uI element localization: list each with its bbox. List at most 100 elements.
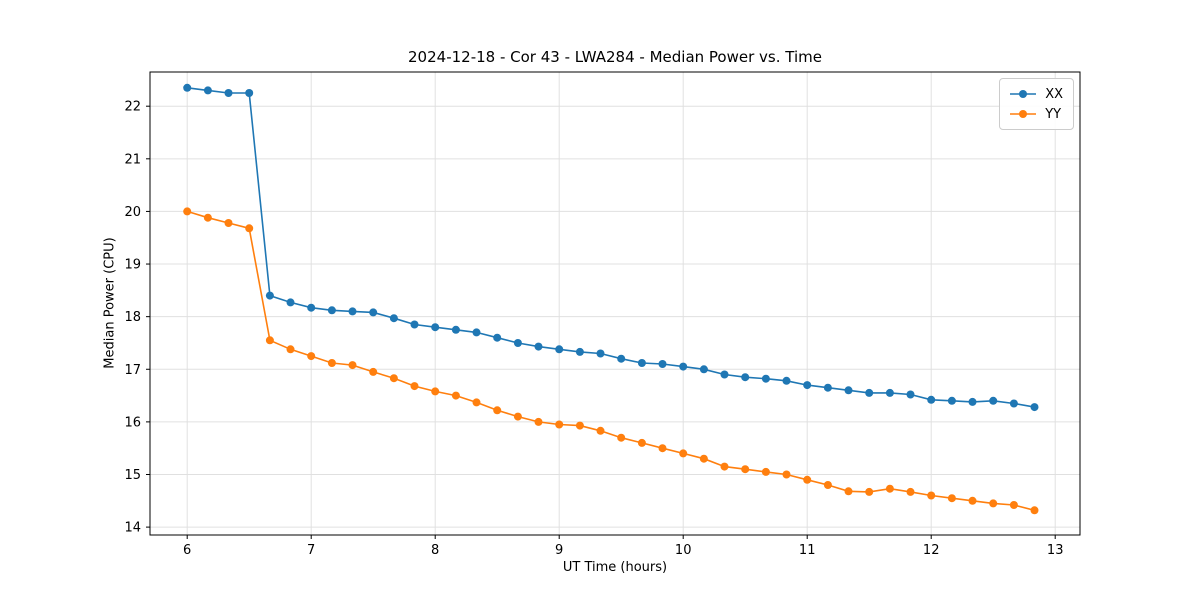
- series-yy-marker: [431, 387, 440, 396]
- y-axis-label-text: Median Power (CPU): [102, 237, 118, 369]
- series-xx-marker: [679, 362, 688, 371]
- series-yy-marker: [203, 213, 212, 222]
- series-yy-marker: [183, 207, 192, 216]
- series-xx-marker: [327, 306, 336, 315]
- series-yy-marker: [513, 412, 522, 421]
- series-xx-line: [187, 87, 1035, 408]
- series-yy-marker: [451, 391, 460, 400]
- y-tick-label: 16: [124, 415, 141, 430]
- series-yy-marker: [637, 438, 646, 447]
- series-xx-marker: [431, 323, 440, 332]
- x-tick-label: 11: [799, 543, 816, 558]
- series-yy-marker: [410, 382, 419, 391]
- series-yy-marker: [679, 449, 688, 458]
- series-yy-marker: [224, 219, 233, 227]
- series-xx-marker: [720, 370, 729, 379]
- y-tick-label: 22: [124, 100, 141, 115]
- series-yy-marker: [307, 352, 316, 361]
- series-yy-marker: [389, 374, 398, 383]
- series-xx-marker: [699, 365, 708, 374]
- series-yy-marker: [327, 359, 336, 367]
- series-xx-marker: [203, 86, 212, 95]
- series-xx-marker: [968, 397, 977, 406]
- series-yy-marker: [658, 444, 667, 453]
- series-xx-marker: [823, 383, 832, 392]
- legend-marker-xx-icon: [1010, 90, 1037, 98]
- legend-label-xx: XX: [1045, 86, 1063, 102]
- series-xx-marker: [224, 89, 233, 97]
- series-xx-marker: [989, 396, 998, 405]
- series-yy-marker: [865, 487, 874, 496]
- series-yy-marker: [575, 421, 584, 430]
- series-xx-marker: [947, 396, 956, 405]
- y-tick-label: 15: [124, 468, 141, 483]
- series-xx-marker: [493, 333, 502, 342]
- series-yy-marker: [348, 361, 357, 370]
- series-xx-marker: [410, 320, 419, 329]
- legend-entry-yy: YY: [1008, 104, 1063, 124]
- series-xx-marker: [265, 291, 274, 300]
- legend-marker-yy-icon: [1010, 110, 1037, 118]
- series-xx-marker: [782, 376, 791, 385]
- series-xx-marker: [348, 307, 357, 316]
- x-tick-label: 13: [1047, 543, 1064, 558]
- series-xx-marker: [761, 374, 770, 383]
- series-xx-marker: [369, 308, 378, 317]
- series-yy-marker: [369, 367, 378, 376]
- y-tick-label: 20: [124, 205, 141, 220]
- series-yy-marker: [472, 398, 481, 407]
- series-yy-marker: [803, 475, 812, 484]
- x-tick-label: 8: [431, 543, 439, 558]
- series-xx-marker: [575, 347, 584, 356]
- y-tick-label: 14: [124, 521, 141, 536]
- series-xx-marker: [307, 303, 316, 312]
- series-xx-marker: [389, 314, 398, 323]
- series-yy-marker: [555, 420, 564, 429]
- series-xx-marker: [286, 298, 295, 307]
- series-xx-marker: [617, 354, 626, 363]
- series-xx-marker: [245, 89, 254, 97]
- series-xx-marker: [1030, 403, 1039, 412]
- x-tick-label: 9: [555, 543, 563, 558]
- x-tick-label: 7: [307, 543, 315, 558]
- series-yy-marker: [823, 481, 832, 489]
- plot-border: [149, 71, 1081, 536]
- series-yy-marker: [885, 484, 894, 493]
- series-xx-marker: [906, 390, 915, 399]
- series-yy-marker: [699, 454, 708, 463]
- series-yy-marker: [534, 417, 543, 426]
- series-xx-marker: [637, 359, 646, 367]
- y-tick-label: 19: [124, 258, 141, 273]
- series-yy-marker: [782, 470, 791, 479]
- series-xx-marker: [865, 388, 874, 397]
- series-yy-marker: [906, 487, 915, 496]
- x-tick-label: 12: [923, 543, 940, 558]
- series-yy-marker: [245, 224, 254, 233]
- series-yy-marker: [989, 499, 998, 508]
- series-yy-marker: [1009, 501, 1018, 509]
- series-yy-marker: [720, 462, 729, 471]
- series-yy-marker: [968, 496, 977, 505]
- series-yy-marker: [617, 433, 626, 442]
- series-xx-marker: [513, 339, 522, 347]
- x-tick-label: 10: [675, 543, 692, 558]
- y-tick-label: 17: [124, 363, 141, 378]
- series-yy-marker: [741, 465, 750, 474]
- y-tick-label: 18: [124, 310, 141, 325]
- series-xx-marker: [658, 360, 667, 368]
- series-xx-marker: [451, 325, 460, 334]
- series-xx-marker: [803, 381, 812, 390]
- legend-entry-xx: XX: [1008, 84, 1063, 104]
- series-xx-marker: [927, 395, 936, 404]
- series-yy-marker: [286, 345, 295, 354]
- series-yy-marker: [493, 406, 502, 415]
- legend: XX YY: [999, 78, 1074, 130]
- series-xx-marker: [596, 349, 605, 358]
- series-yy-marker: [265, 336, 274, 345]
- legend-label-yy: YY: [1045, 106, 1062, 122]
- series-xx-marker: [1009, 399, 1018, 408]
- y-tick-label: 21: [124, 152, 141, 167]
- chart-title: 2024-12-18 - Cor 43 - LWA284 - Median Po…: [408, 48, 822, 66]
